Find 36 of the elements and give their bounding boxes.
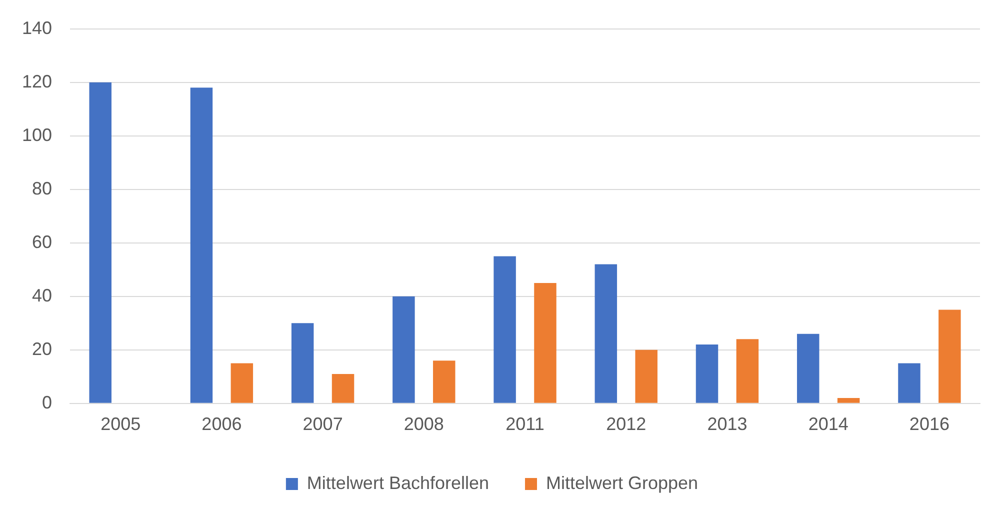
bar (796, 334, 820, 403)
bar (736, 339, 759, 403)
bar (594, 264, 618, 403)
y-tick-label: 100 (22, 124, 52, 145)
bar (938, 310, 961, 403)
bar (230, 363, 254, 403)
x-tick-label: 2011 (506, 414, 544, 434)
bar (837, 398, 860, 403)
x-tick-label: 2006 (202, 414, 242, 434)
y-tick-label: 40 (32, 285, 52, 306)
y-tick-label: 60 (32, 232, 52, 252)
bar (534, 282, 556, 403)
x-tick-label: 2005 (100, 414, 141, 434)
bar (89, 82, 112, 403)
bar (635, 350, 658, 403)
bar (332, 374, 354, 403)
x-tick-label: 2013 (707, 414, 748, 434)
bar (291, 323, 314, 403)
x-tick-label: 2012 (606, 414, 646, 434)
bar (696, 344, 718, 403)
y-tick-label: 80 (32, 178, 52, 198)
x-tick-label: 2008 (404, 414, 444, 434)
bar (433, 360, 456, 403)
legend-label: Mittelwert Bachforellen (306, 472, 490, 493)
y-tick-label: 120 (22, 71, 52, 92)
x-tick-label: 2016 (909, 414, 950, 434)
bar (898, 363, 920, 403)
bar (392, 296, 415, 403)
x-tick-label: 2007 (302, 414, 343, 434)
x-tick-label: 2014 (808, 414, 848, 434)
y-tick-label: 0 (42, 392, 52, 412)
legend-label: Mittelwert Groppen (546, 472, 698, 493)
bar (494, 256, 516, 403)
bar (190, 88, 213, 403)
y-tick-label: 140 (22, 18, 52, 38)
y-tick-label: 20 (32, 338, 52, 359)
